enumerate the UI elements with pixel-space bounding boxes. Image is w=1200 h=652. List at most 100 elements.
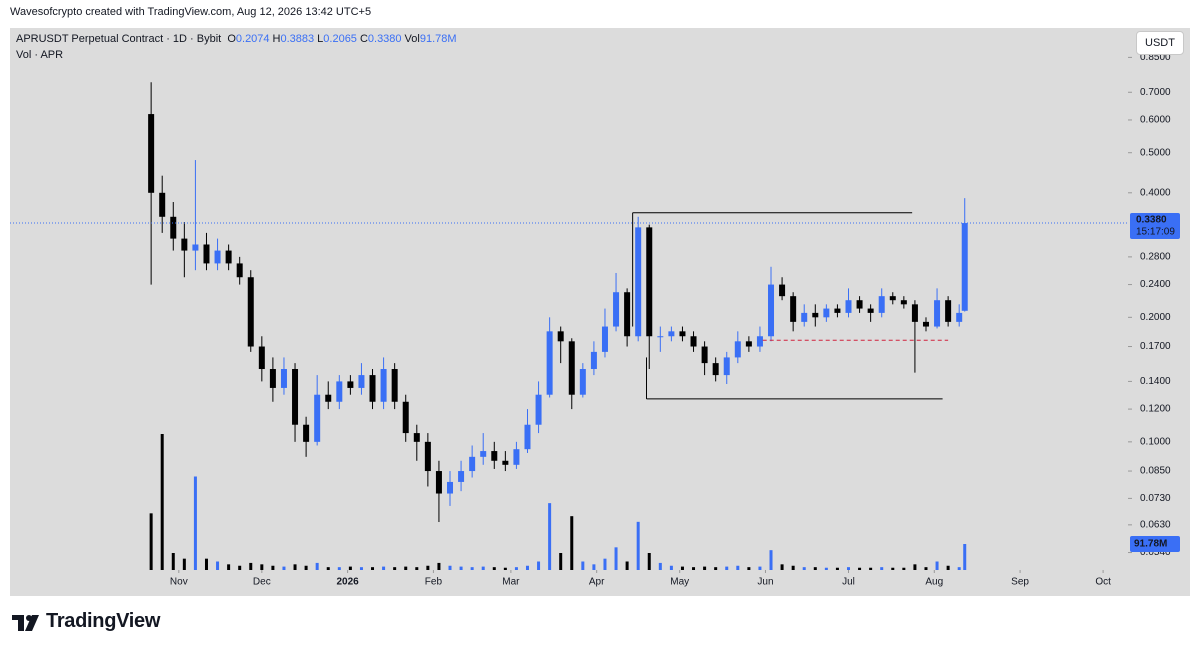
x-tick-label: Mar	[502, 577, 520, 588]
candle-body	[801, 312, 808, 322]
x-tick-label: Dec	[253, 577, 271, 588]
volume-bar	[282, 566, 286, 570]
candle-body	[845, 300, 852, 313]
candle-body	[203, 244, 210, 264]
candle-body	[557, 331, 564, 342]
candle-body	[956, 312, 963, 322]
y-tick-label: 0.2000	[1140, 312, 1171, 323]
currency-button[interactable]: USDT	[1136, 31, 1184, 55]
candle-body	[369, 375, 376, 402]
candle-body	[269, 369, 276, 388]
volume-bar	[559, 553, 563, 570]
volume-bar	[514, 567, 518, 570]
volume-bar	[227, 564, 231, 570]
volume-bar	[204, 558, 208, 570]
candle-body	[447, 481, 454, 494]
candle-body	[247, 277, 254, 347]
legend-label: C	[359, 33, 368, 45]
volume-bar	[835, 567, 839, 570]
candle-body	[292, 369, 299, 425]
candle-body	[325, 394, 332, 402]
candle-body	[458, 471, 465, 482]
candle-body	[148, 114, 155, 193]
volume-bar	[592, 564, 596, 570]
legend: APRUSDT Perpetual Contract · 1D · Bybit …	[16, 33, 460, 45]
countdown: 15:17:09	[1136, 227, 1175, 238]
volume-bar	[692, 567, 696, 570]
candle-body	[712, 363, 719, 376]
y-tick-label: 0.1200	[1140, 404, 1171, 415]
legend-value: 91.78M	[419, 33, 457, 45]
volume-bar	[769, 550, 773, 570]
volume-bar	[548, 503, 552, 570]
volume-bar	[703, 566, 707, 570]
legend-value: 0.3883	[280, 33, 315, 45]
volume-bar	[891, 567, 895, 570]
volume-bar	[348, 566, 352, 570]
volume-bar	[337, 567, 341, 570]
legend-value: 0.2065	[323, 33, 357, 45]
candle-body	[424, 441, 431, 472]
x-tick-label: Jul	[842, 577, 855, 588]
candle-body	[435, 471, 442, 494]
candle-body	[922, 321, 929, 327]
volume-bar	[426, 565, 430, 570]
candle-body	[380, 369, 387, 402]
x-tick-label: Sep	[1011, 577, 1029, 588]
y-tick-label: 0.2800	[1140, 252, 1171, 263]
candle-body	[756, 336, 763, 347]
chart-background	[10, 28, 1190, 596]
candle-body	[358, 375, 365, 388]
volume-bar	[382, 566, 386, 570]
candle-body	[635, 227, 642, 337]
candle-body	[613, 292, 620, 327]
volume-bar	[647, 553, 651, 570]
volume-bar	[924, 567, 928, 570]
price-label: 0.3380	[1136, 215, 1167, 226]
y-tick-label: 0.6000	[1140, 115, 1171, 126]
volume-bar	[603, 558, 607, 570]
y-tick-label: 0.4000	[1140, 187, 1171, 198]
x-tick-label: Nov	[170, 577, 188, 588]
y-tick-label: 0.5000	[1140, 147, 1171, 158]
candle-body	[624, 292, 631, 337]
volume-bar	[216, 561, 220, 570]
candle-body	[236, 263, 243, 278]
candle-body	[889, 296, 896, 301]
candle-body	[225, 250, 232, 264]
volume-bar	[758, 566, 762, 570]
candle-body	[961, 223, 968, 311]
candle-body	[723, 357, 730, 376]
volume-bar	[260, 564, 264, 570]
volume-bar	[415, 567, 419, 570]
volume-bar	[714, 567, 718, 570]
candle-body	[590, 351, 597, 370]
volume-bar	[669, 565, 673, 570]
volume-bar	[249, 562, 253, 570]
candle-body	[579, 369, 586, 395]
volume-bar	[791, 565, 795, 570]
volume-bar	[614, 547, 618, 570]
volume-bar	[149, 513, 153, 570]
legend-label: O	[227, 33, 236, 45]
symbol: APRUSDT Perpetual Contract · 1D · Bybit	[16, 33, 222, 45]
candle-body	[513, 449, 520, 465]
legend-value: 0.2074	[235, 33, 270, 45]
volume-bar	[404, 566, 408, 570]
candle-body	[192, 244, 199, 251]
volume-bar	[492, 567, 496, 570]
candle-body	[601, 326, 608, 352]
y-tick-label: 0.0730	[1140, 493, 1171, 504]
candle-body	[646, 227, 653, 337]
volume-bar	[581, 561, 585, 570]
volume-bar	[238, 565, 242, 570]
volume-bar	[869, 567, 873, 570]
volume-bar	[182, 558, 186, 570]
candle-body	[480, 451, 487, 457]
candle-body	[745, 341, 752, 347]
volume-bar	[171, 553, 175, 570]
volume-bar	[747, 567, 751, 570]
y-tick-label: 0.0850	[1140, 466, 1171, 477]
volume-bar	[858, 567, 862, 570]
